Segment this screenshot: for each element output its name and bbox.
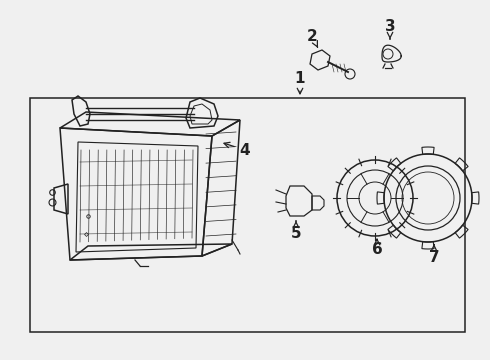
Text: 6: 6 — [371, 239, 382, 257]
Text: 4: 4 — [224, 142, 250, 158]
Text: 1: 1 — [295, 71, 305, 94]
Text: 7: 7 — [429, 245, 440, 266]
Text: 2: 2 — [307, 28, 318, 47]
Bar — [30, 98, 465, 332]
Text: 5: 5 — [291, 221, 301, 242]
Text: 3: 3 — [385, 18, 395, 39]
